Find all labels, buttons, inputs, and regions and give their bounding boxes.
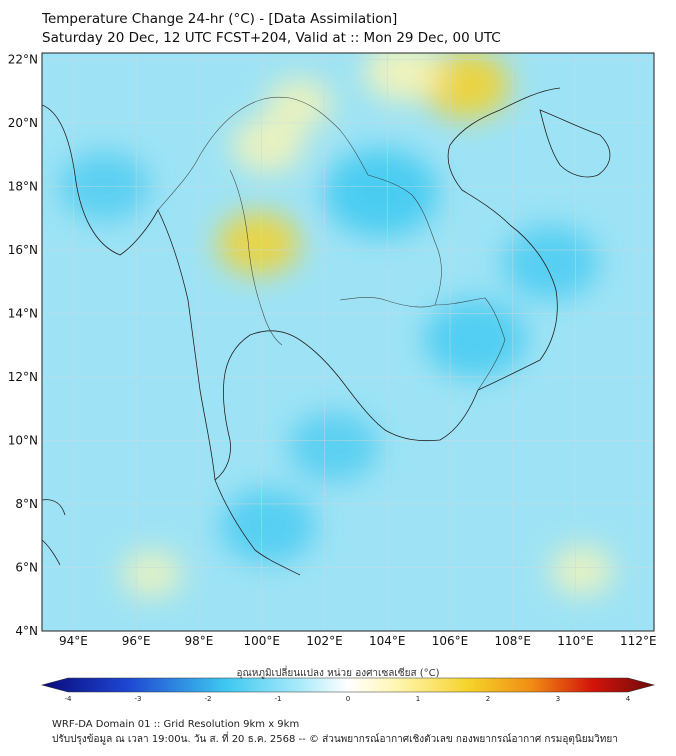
- border-thailand-west: [229, 169, 283, 346]
- gulf-thailand-cool: [288, 411, 379, 482]
- lon-label: 106°E: [432, 634, 469, 648]
- lat-label: 14°N: [8, 306, 38, 320]
- lat-label: 10°N: [8, 433, 38, 447]
- border-cambodia: [434, 297, 506, 391]
- cambodia-cool: [424, 299, 527, 379]
- colorbar-label: อุณหภูมิเปลี่ยนแปลง หน่วย องศาเซลเซียส (…: [236, 668, 440, 679]
- lon-label: 94°E: [59, 634, 88, 648]
- coastline-vietnam: [447, 87, 561, 391]
- east-vietnam-sea-cool: [502, 225, 599, 300]
- lon-label: 108°E: [495, 634, 532, 648]
- colorbar-tick: 3: [556, 695, 560, 703]
- lat-label: 18°N: [8, 179, 38, 193]
- coastline-andaman: [42, 104, 301, 576]
- north-laos-warm: [364, 53, 442, 103]
- map-frame: [41, 52, 655, 632]
- footer-line-2: ปรับปรุงข้อมูล ณ เวลา 19:00น. วัน ส. ที่…: [52, 734, 618, 745]
- colorbar-tick: -3: [135, 695, 142, 703]
- coastline-hainan: [539, 109, 611, 178]
- colorbar-tick: 2: [486, 695, 490, 703]
- lat-label: 16°N: [8, 243, 38, 257]
- colorbar-tick: 0: [346, 695, 350, 703]
- south-andaman-warm: [121, 549, 183, 598]
- lat-label: 6°N: [15, 560, 38, 574]
- central-thailand-warm: [216, 211, 301, 276]
- lon-label: 96°E: [122, 634, 151, 648]
- colorbar-bar: [40, 677, 656, 693]
- border-myanmar-laos: [157, 96, 369, 211]
- colorbar-tick: 4: [626, 695, 631, 703]
- colorbar-tick: 1: [416, 695, 420, 703]
- lat-label: 8°N: [15, 497, 38, 511]
- lat-label: 20°N: [8, 116, 38, 130]
- title-line-2: Saturday 20 Dec, 12 UTC FCST+204, Valid …: [42, 30, 501, 46]
- country-borders: [157, 96, 506, 391]
- coastline-gulf: [214, 330, 479, 481]
- lon-label: 104°E: [369, 634, 406, 648]
- colorbar-tick: -2: [205, 695, 212, 703]
- south-china-sea-warm: [550, 545, 614, 596]
- coastline-islands: [42, 499, 66, 566]
- lon-label: 98°E: [184, 634, 213, 648]
- lon-label: 112°E: [620, 634, 657, 648]
- lat-label: 12°N: [8, 370, 38, 384]
- colorbar-tick: -4: [65, 695, 73, 703]
- lat-label: 4°N: [15, 624, 38, 638]
- north-thailand-warm: [231, 117, 304, 174]
- south-peninsula-cool: [219, 488, 316, 564]
- lat-label: 22°N: [8, 52, 38, 66]
- shan-warm: [266, 77, 333, 130]
- colorbar: -4 -3 -2 -1 0 1 2 3 4: [40, 677, 656, 703]
- footer-line-1: WRF-DA Domain 01 :: Grid Resolution 9km …: [52, 719, 300, 730]
- northeast-thailand-cool: [323, 148, 438, 237]
- lon-label: 110°E: [557, 634, 594, 648]
- border-laos-thailand: [339, 174, 442, 308]
- northern-vietnam-warm: [421, 53, 511, 119]
- lon-label: 102°E: [306, 634, 343, 648]
- lon-label: 100°E: [243, 634, 280, 648]
- footer: WRF-DA Domain 01 :: Grid Resolution 9km …: [52, 717, 618, 747]
- colorbar-tick: -1: [275, 695, 282, 703]
- map-background: [42, 53, 654, 631]
- title-line-1: Temperature Change 24-hr (°C) - [Data As…: [42, 11, 398, 27]
- chart-title: Temperature Change 24-hr (°C) - [Data As…: [42, 10, 501, 48]
- coastlines: [42, 87, 611, 576]
